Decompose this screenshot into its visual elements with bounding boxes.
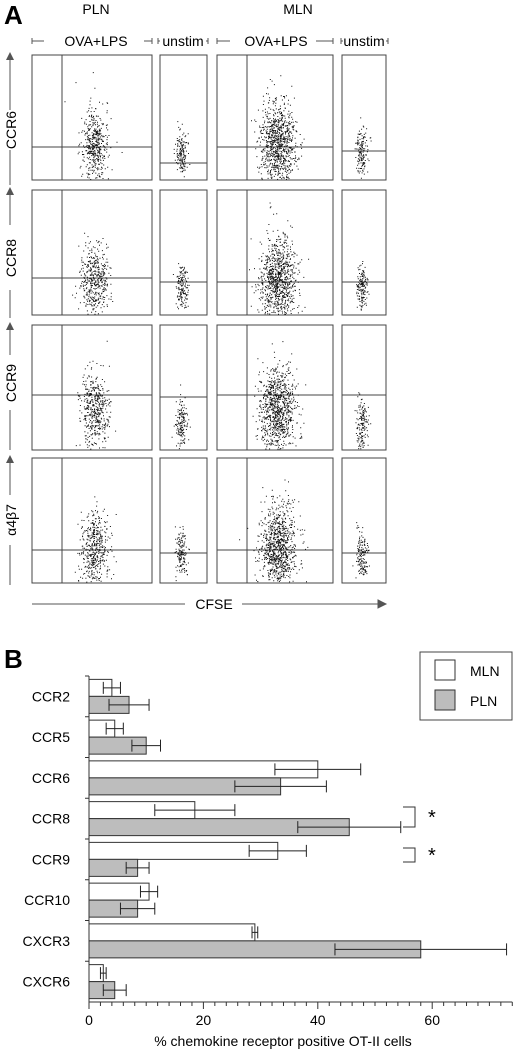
flow-plot: [216, 457, 334, 584]
flow-plot: [159, 54, 208, 181]
row-labels: CCR6 CCR8 CCR9 α4β7: [3, 52, 19, 585]
flow-plot: [31, 457, 153, 584]
flow-plot: [216, 189, 334, 316]
group-label-pln: PLN: [82, 1, 109, 17]
legend-swatch-pln: [434, 689, 456, 711]
row-label-a4b7: α4β7: [3, 504, 19, 536]
error-bar: [99, 967, 107, 980]
significance-star-ccr8: *: [428, 807, 436, 829]
category-label: CCR10: [24, 892, 70, 908]
bar-mln: [88, 923, 256, 942]
row-label-ccr8: CCR8: [3, 239, 19, 277]
legend: MLN PLN: [419, 651, 513, 721]
error-bar: [102, 984, 127, 997]
stim-label-mln-unstim: unstim: [343, 33, 384, 49]
flow-plot: [31, 324, 153, 451]
error-bar: [108, 698, 150, 711]
error-bar: [131, 739, 161, 752]
stim-label-pln-unstim: unstim: [162, 33, 203, 49]
row-label-ccr9: CCR9: [3, 364, 19, 402]
error-bar: [251, 926, 259, 939]
flow-plot: [216, 324, 334, 451]
x-tick-label: 0: [85, 1012, 93, 1028]
error-bar: [105, 722, 124, 735]
error-bar: [334, 943, 508, 956]
stim-label-pln-ova: OVA+LPS: [64, 33, 127, 49]
legend-label-pln: PLN: [470, 693, 497, 709]
flow-plot-grid: [31, 54, 387, 584]
x-axis-label: % chemokine receptor positive OT-II cell…: [154, 1033, 412, 1049]
error-bar: [274, 763, 362, 776]
flow-plot: [341, 457, 387, 584]
category-label: CCR8: [32, 811, 70, 827]
x-tick-label: 60: [424, 1012, 440, 1028]
error-bar: [119, 902, 156, 915]
cfse-axis-label: CFSE: [195, 596, 232, 612]
error-bar: [102, 681, 121, 694]
error-bar: [248, 844, 307, 857]
flow-plot: [159, 189, 208, 316]
significance-brackets: [403, 806, 416, 863]
x-tick-label: 40: [310, 1012, 326, 1028]
error-bar: [154, 804, 236, 817]
flow-plot: [216, 54, 334, 181]
legend-label-mln: MLN: [470, 663, 500, 679]
flow-plot: [31, 54, 153, 181]
group-label-mln: MLN: [283, 1, 313, 17]
category-label: CXCR6: [23, 974, 71, 990]
flow-plot: [341, 54, 387, 181]
error-bar: [297, 821, 402, 834]
flow-plot: [341, 324, 387, 451]
x-tick-label: 20: [196, 1012, 212, 1028]
category-label: CXCR3: [23, 933, 71, 949]
error-bar: [234, 780, 327, 793]
category-label: CCR5: [32, 729, 70, 745]
stim-label-mln-ova: OVA+LPS: [244, 33, 307, 49]
flow-plot: [31, 189, 153, 316]
category-label: CCR2: [32, 688, 70, 704]
category-label: CCR9: [32, 851, 70, 867]
error-bar: [125, 861, 150, 874]
flow-plot: [341, 189, 387, 316]
bar-chart: 0 20 40 60 CCR2 CCR5 CCR6 CCR8 CCR9 CCR10 CXCR3 CXC…: [23, 675, 513, 1028]
row-label-ccr6: CCR6: [3, 111, 19, 149]
legend-swatch-mln: [434, 659, 456, 681]
stim-brackets: [31, 38, 389, 44]
error-bar: [139, 885, 159, 898]
flow-plot: [159, 324, 208, 451]
panel-a-letter: A: [4, 0, 23, 30]
panel-b-letter: B: [4, 644, 23, 674]
flow-plot: [159, 457, 208, 584]
cfse-axis: [32, 599, 388, 609]
significance-star-ccr9: *: [428, 845, 436, 867]
category-label: CCR6: [32, 770, 70, 786]
